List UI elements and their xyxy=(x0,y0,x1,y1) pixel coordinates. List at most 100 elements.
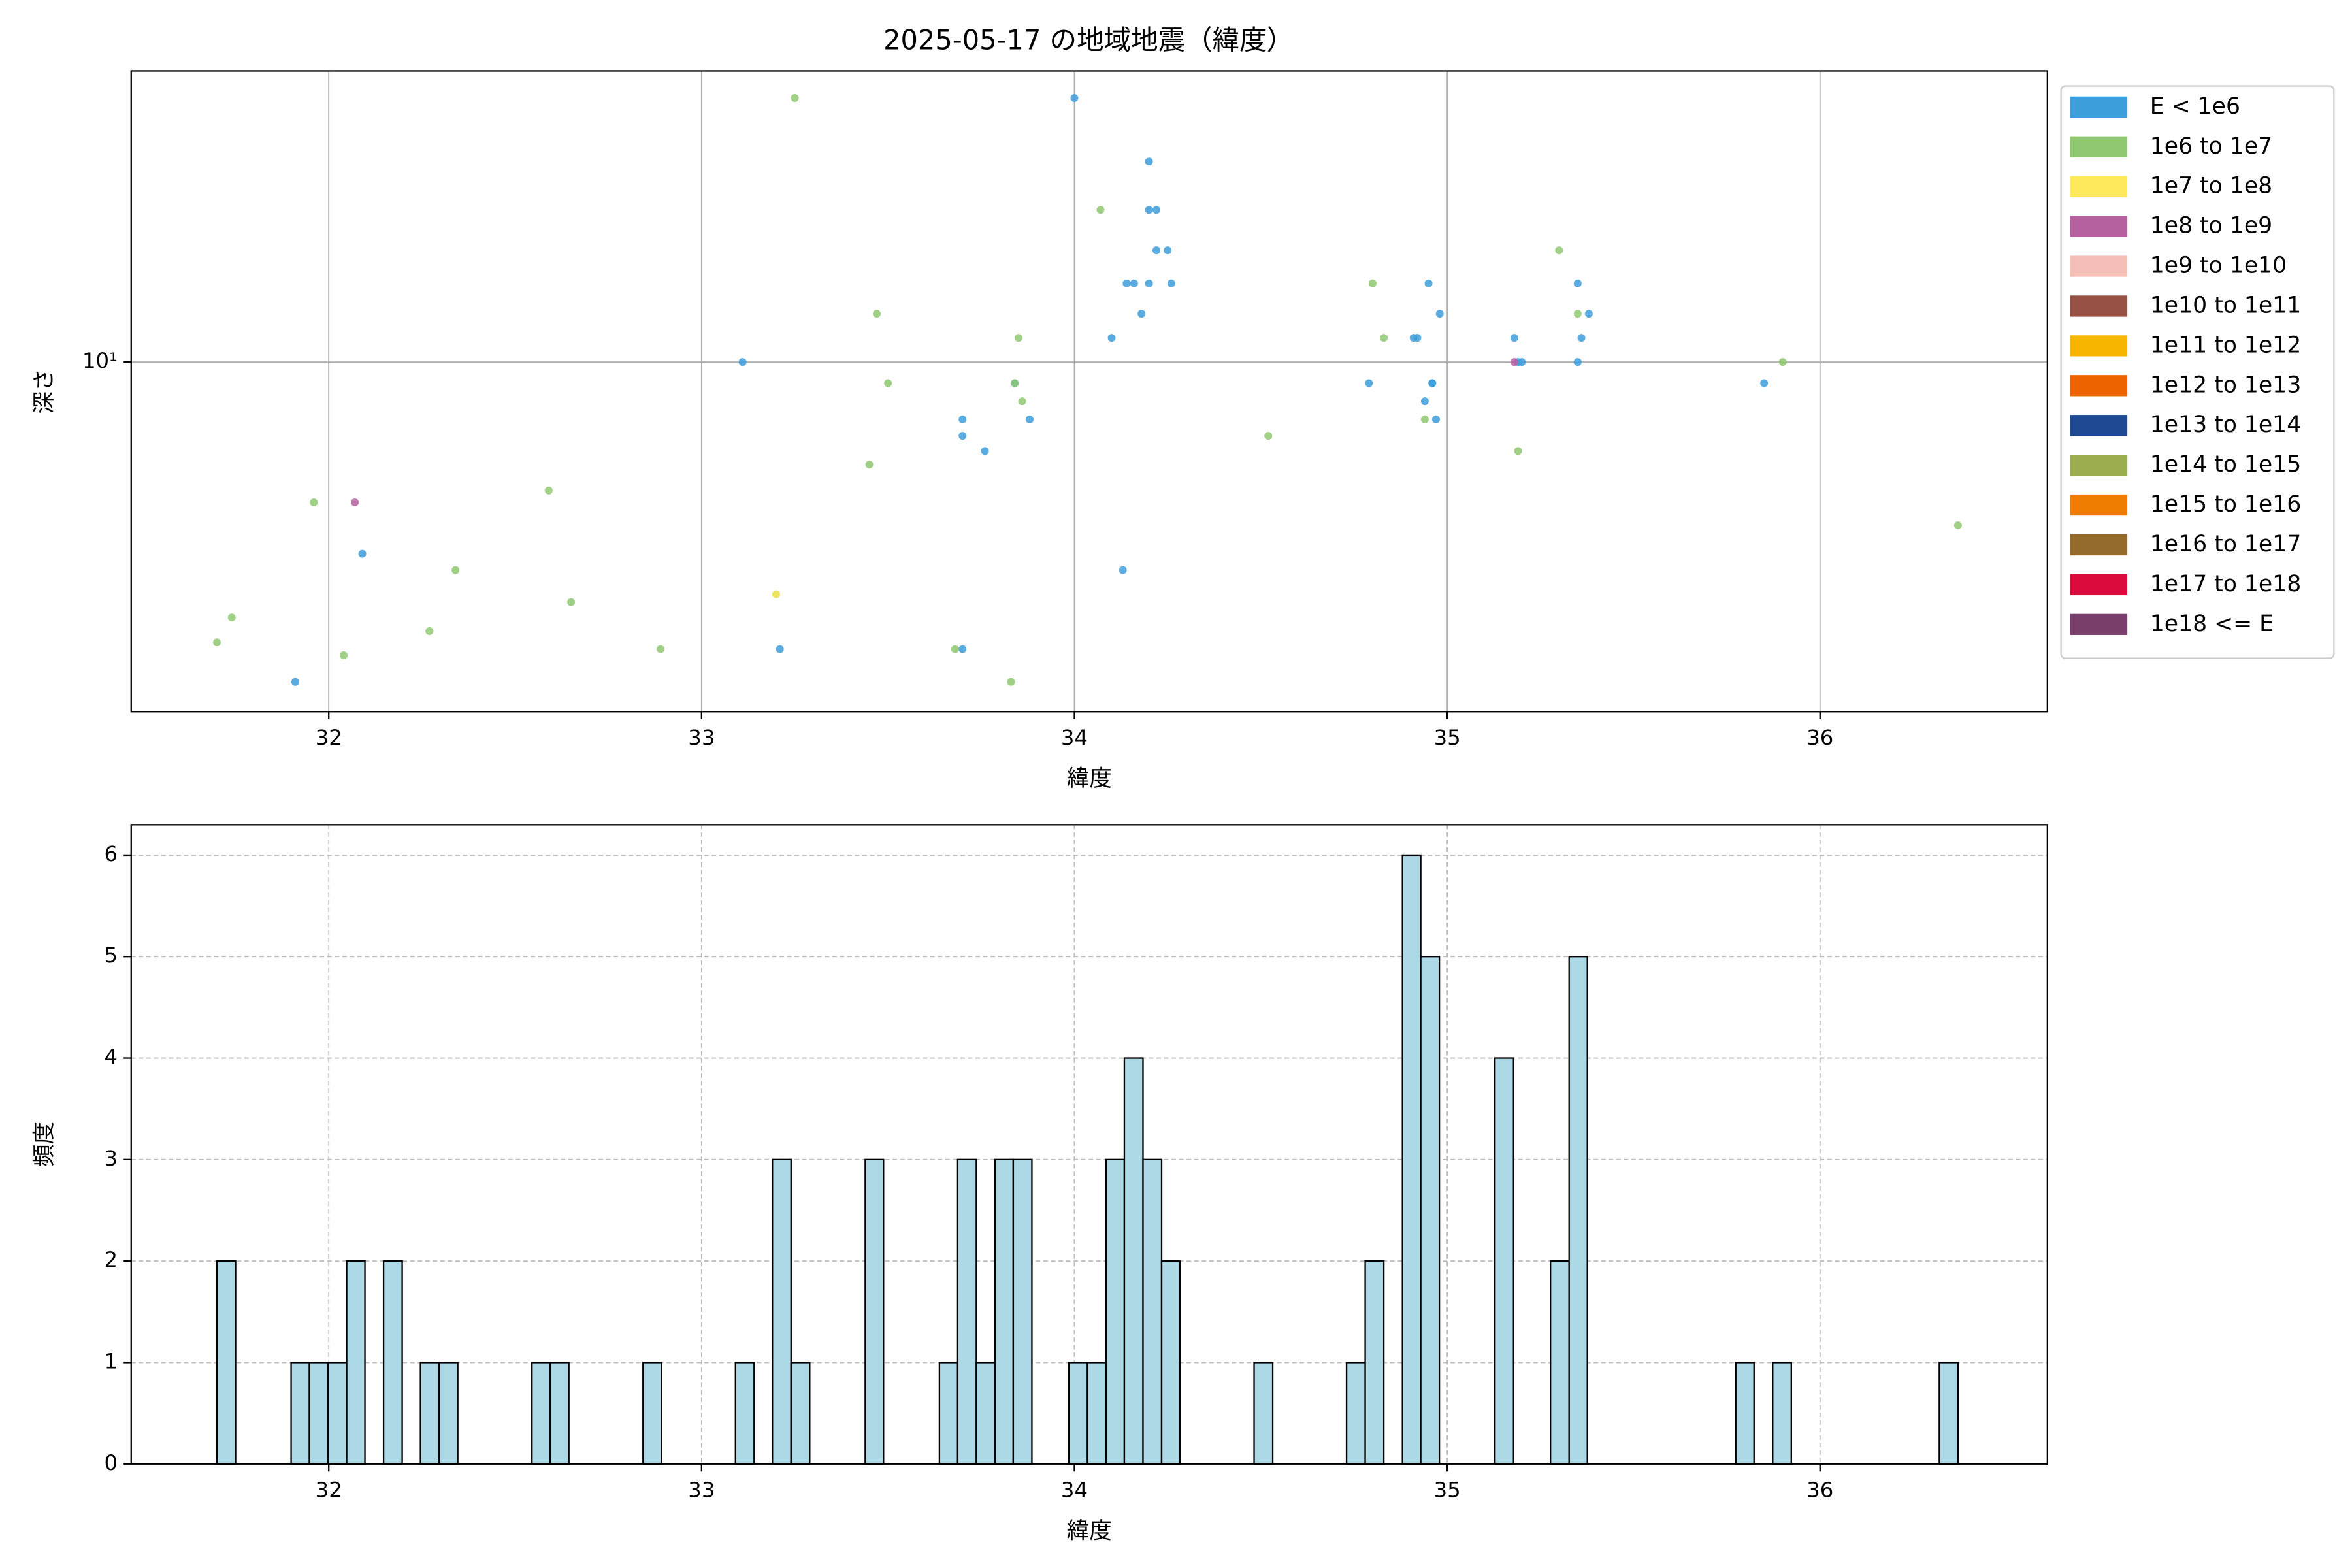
point xyxy=(1137,310,1146,318)
bar xyxy=(1735,1362,1755,1465)
bar xyxy=(327,1362,348,1465)
bar xyxy=(938,1362,959,1465)
bar xyxy=(1550,1260,1570,1465)
point xyxy=(451,566,460,574)
point xyxy=(1152,206,1161,214)
legend-swatch xyxy=(2070,216,2128,237)
point xyxy=(1432,416,1441,424)
point xyxy=(567,598,576,606)
legend-label: 1e11 to 1e12 xyxy=(2150,332,2301,358)
point xyxy=(791,94,799,103)
legend-label: 1e6 to 1e7 xyxy=(2150,133,2272,159)
point xyxy=(1145,206,1153,214)
point xyxy=(1011,379,1019,387)
point xyxy=(1014,334,1022,342)
point xyxy=(1510,334,1518,342)
point xyxy=(1514,447,1522,455)
point xyxy=(1119,566,1127,574)
legend-label: 1e15 to 1e16 xyxy=(2150,491,2301,517)
bar xyxy=(790,1362,811,1465)
axes-frame xyxy=(130,70,2048,713)
x-tick-label: 33 xyxy=(688,725,715,750)
bar xyxy=(1345,1362,1366,1465)
x-tick-label: 36 xyxy=(1806,1477,1833,1502)
axes-frame xyxy=(130,824,2048,1465)
y-axis-label: 深さ xyxy=(31,368,57,414)
y-tick-label: 0 xyxy=(104,1450,118,1475)
point xyxy=(1152,246,1161,255)
bar xyxy=(1160,1260,1181,1465)
legend-label: 1e10 to 1e11 xyxy=(2150,292,2301,318)
bar xyxy=(1568,956,1588,1465)
bar xyxy=(290,1362,310,1465)
bar xyxy=(1364,1260,1385,1465)
point xyxy=(1420,397,1429,406)
bar xyxy=(956,1158,977,1465)
point xyxy=(981,447,989,455)
legend-swatch xyxy=(2070,375,2128,397)
bar xyxy=(1401,854,1422,1465)
point xyxy=(738,358,747,367)
point xyxy=(1018,397,1026,406)
point xyxy=(776,645,784,653)
point xyxy=(1264,432,1273,440)
legend-box xyxy=(2060,85,2335,659)
legend-swatch xyxy=(2070,176,2128,197)
y-tick-label: 2 xyxy=(104,1247,118,1272)
legend-label: 1e16 to 1e17 xyxy=(2150,531,2301,557)
x-tick-label: 35 xyxy=(1434,725,1461,750)
legend-label: E < 1e6 xyxy=(2150,93,2240,120)
legend-swatch xyxy=(2070,415,2128,436)
point xyxy=(291,678,299,686)
y-tick-label: 3 xyxy=(104,1146,118,1171)
bar xyxy=(419,1362,440,1465)
point xyxy=(1424,279,1433,287)
bar xyxy=(308,1362,329,1465)
y-tick-label: 5 xyxy=(104,943,118,968)
legend-swatch xyxy=(2070,455,2128,476)
y-axis-label: 頻度 xyxy=(31,1122,57,1167)
bar xyxy=(531,1362,551,1465)
legend-swatch xyxy=(2070,613,2128,635)
chart-title: 2025-05-17 の地域地震（緯度） xyxy=(883,24,1294,56)
bar xyxy=(382,1260,403,1465)
point xyxy=(1510,358,1518,367)
point xyxy=(1096,206,1105,214)
point xyxy=(1164,246,1172,255)
point xyxy=(1380,334,1388,342)
point xyxy=(1145,279,1153,287)
point xyxy=(958,432,967,440)
point xyxy=(351,498,359,507)
legend-label: 1e18 <= E xyxy=(2150,611,2274,637)
legend-label: 1e9 to 1e10 xyxy=(2150,253,2287,279)
point xyxy=(1413,334,1422,342)
point xyxy=(1167,279,1175,287)
point xyxy=(425,627,434,636)
bar xyxy=(1105,1158,1126,1465)
point xyxy=(873,310,881,318)
legend-swatch xyxy=(2070,295,2128,317)
legend-label: 1e17 to 1e18 xyxy=(2150,571,2301,597)
point xyxy=(1428,379,1437,387)
bar xyxy=(734,1362,755,1465)
x-tick-label: 32 xyxy=(316,1477,342,1502)
legend-swatch xyxy=(2070,534,2128,556)
bar xyxy=(216,1260,237,1465)
y-tick-label: 1 xyxy=(104,1348,118,1373)
point xyxy=(1778,358,1787,367)
bar xyxy=(864,1158,885,1465)
point xyxy=(1577,334,1586,342)
bar xyxy=(346,1260,366,1465)
bar xyxy=(1068,1362,1088,1465)
x-axis-label: 緯度 xyxy=(1067,1518,1112,1544)
legend-swatch xyxy=(2070,136,2128,157)
bar xyxy=(975,1362,996,1465)
bar xyxy=(438,1362,459,1465)
x-tick-label: 33 xyxy=(688,1477,715,1502)
legend-label: 1e8 to 1e9 xyxy=(2150,213,2272,239)
point xyxy=(1573,279,1582,287)
bar xyxy=(1494,1057,1514,1465)
y-tick-label: 10¹ xyxy=(82,348,118,373)
point xyxy=(1518,358,1526,367)
